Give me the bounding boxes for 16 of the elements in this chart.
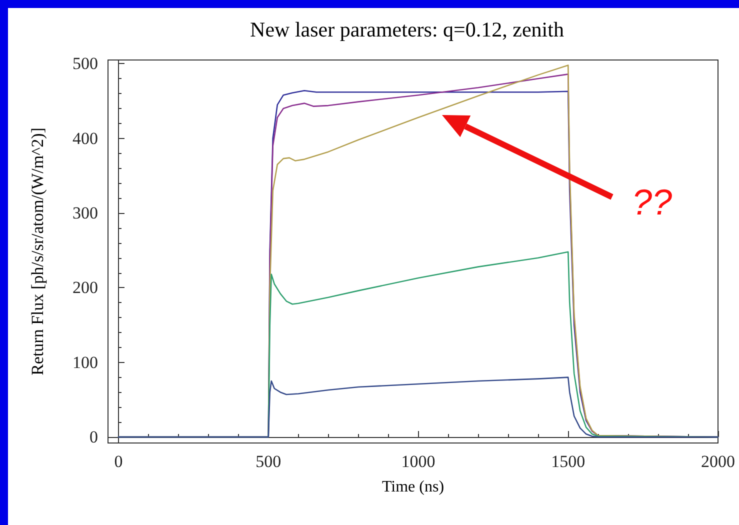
- y-tick-label: 500: [72, 54, 98, 74]
- y-tick-label: 100: [72, 352, 98, 372]
- x-tick-label: 1500: [551, 452, 586, 471]
- x-tick-label: 1000: [401, 452, 436, 471]
- y-tick-label: 0: [90, 428, 98, 447]
- y-tick-label: 300: [72, 204, 98, 223]
- line-series: [118, 376, 719, 438]
- y-axis-title: Return Flux [ph/s/sr/atom/(W/m^2)]: [28, 128, 47, 376]
- y-tick-label: 200: [72, 278, 98, 298]
- annotation: ??: [632, 182, 672, 223]
- x-tick-label: 2000: [701, 452, 735, 471]
- y-tick-label: 400: [72, 128, 98, 148]
- chart-title: New laser parameters: q=0.12, zenith: [250, 18, 564, 42]
- x-tick-label: 0: [114, 452, 123, 471]
- x-axis-title: Time (ns): [382, 478, 444, 496]
- x-tick-label: 500: [256, 452, 282, 471]
